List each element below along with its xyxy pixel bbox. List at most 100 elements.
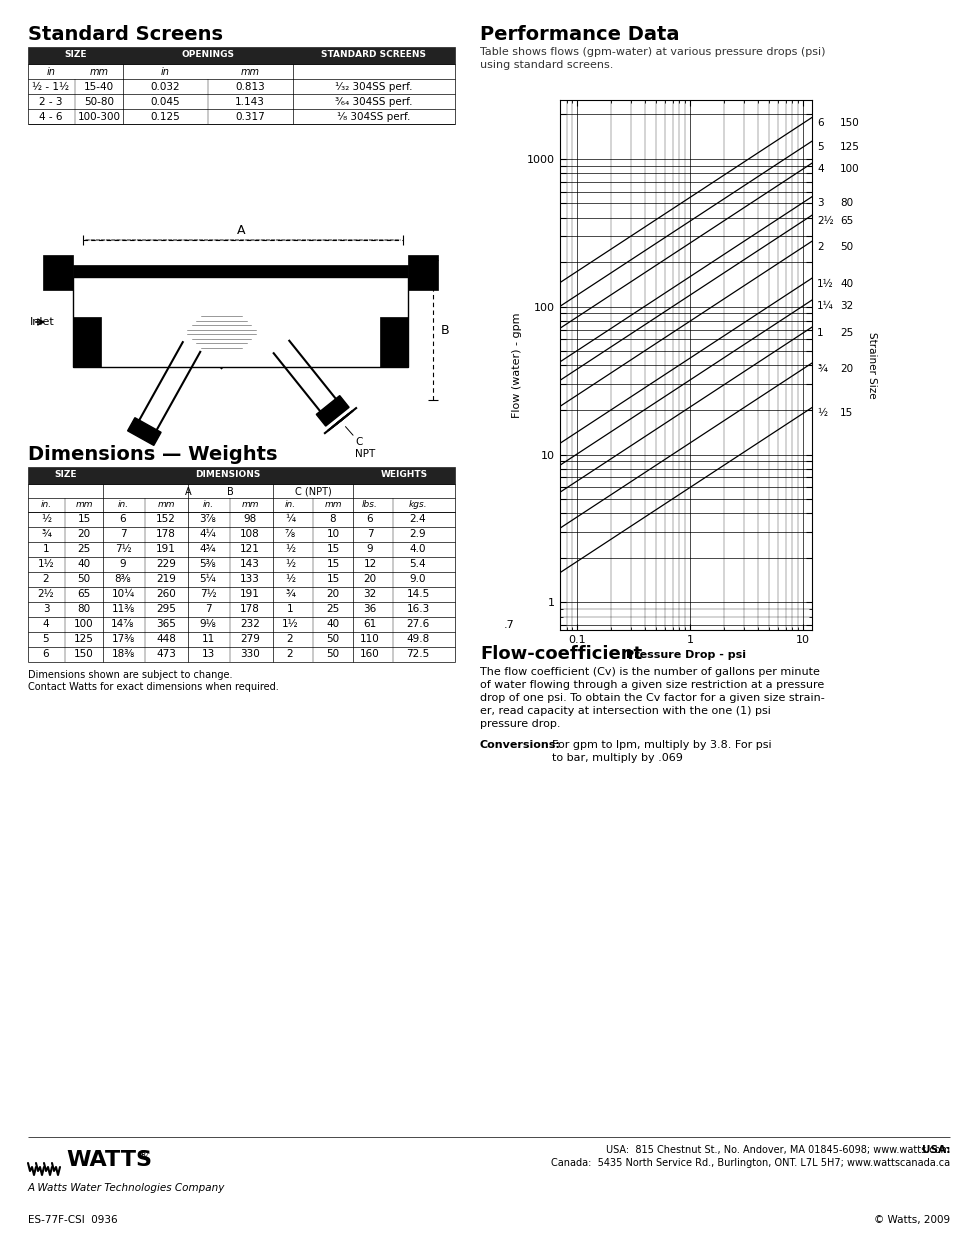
Text: 15: 15 <box>840 409 852 419</box>
Text: 50: 50 <box>77 574 91 584</box>
Text: USA:  815 Chestnut St., No. Andover, MA 01845-6098; www.watts.com: USA: 815 Chestnut St., No. Andover, MA 0… <box>605 1145 949 1155</box>
Text: ½: ½ <box>285 574 294 584</box>
Text: B: B <box>227 487 233 496</box>
Text: 61: 61 <box>363 619 376 629</box>
Text: 133: 133 <box>240 574 259 584</box>
Text: of water flowing through a given size restriction at a pressure: of water flowing through a given size re… <box>479 680 823 690</box>
Text: 191: 191 <box>156 543 175 555</box>
Text: SIZE: SIZE <box>64 49 87 59</box>
Text: 110: 110 <box>359 634 379 643</box>
Text: 15-40: 15-40 <box>84 82 114 91</box>
Text: 100: 100 <box>74 619 93 629</box>
Text: Canada:  5435 North Service Rd., Burlington, ONT. L7L 5H7; www.wattscanada.ca: Canada: 5435 North Service Rd., Burlingt… <box>550 1158 949 1168</box>
Text: 150: 150 <box>74 650 93 659</box>
Text: 2: 2 <box>816 242 822 252</box>
Text: 0.317: 0.317 <box>234 112 265 122</box>
Text: 1½: 1½ <box>816 279 833 289</box>
Text: 10¼: 10¼ <box>112 589 134 599</box>
Bar <box>379 317 408 367</box>
Text: 6: 6 <box>43 650 50 659</box>
Text: mm: mm <box>90 67 109 77</box>
Text: ½: ½ <box>41 514 51 524</box>
Text: ½: ½ <box>285 559 294 569</box>
Text: 15: 15 <box>77 514 91 524</box>
Text: 3: 3 <box>816 198 822 207</box>
Polygon shape <box>128 417 161 446</box>
Text: 9⅛: 9⅛ <box>199 619 216 629</box>
Text: 20: 20 <box>77 529 91 538</box>
Text: 7: 7 <box>119 529 126 538</box>
Text: 232: 232 <box>240 619 259 629</box>
Y-axis label: Flow (water) - gpm: Flow (water) - gpm <box>511 312 521 417</box>
Text: 11: 11 <box>201 634 214 643</box>
Text: er, read capacity at intersection with the one (1) psi: er, read capacity at intersection with t… <box>479 706 770 716</box>
Text: 6: 6 <box>119 514 126 524</box>
Text: 11⅜: 11⅜ <box>112 604 134 614</box>
Text: 25: 25 <box>326 604 339 614</box>
Text: 2.4: 2.4 <box>409 514 426 524</box>
Text: 5¼: 5¼ <box>199 574 216 584</box>
Text: 100: 100 <box>840 164 859 174</box>
Text: 8: 8 <box>330 514 336 524</box>
Polygon shape <box>316 395 349 426</box>
Text: 160: 160 <box>359 650 379 659</box>
Text: 1¼: 1¼ <box>816 301 833 311</box>
Text: mm: mm <box>75 500 92 509</box>
Text: 17⅜: 17⅜ <box>112 634 134 643</box>
Text: 125: 125 <box>840 142 859 152</box>
Text: 40: 40 <box>326 619 339 629</box>
Text: 15: 15 <box>326 574 339 584</box>
Text: 27.6: 27.6 <box>406 619 429 629</box>
Text: 4: 4 <box>816 164 822 174</box>
Text: 2 - 3: 2 - 3 <box>39 98 63 107</box>
Text: 5.4: 5.4 <box>409 559 426 569</box>
Text: 50-80: 50-80 <box>84 98 113 107</box>
Text: The flow coefficient (Cv) is the number of gallons per minute: The flow coefficient (Cv) is the number … <box>479 667 819 677</box>
Text: 6: 6 <box>366 514 373 524</box>
Text: USA:: USA: <box>921 1145 949 1155</box>
Text: 295: 295 <box>156 604 175 614</box>
Text: .7: .7 <box>503 620 514 630</box>
Text: 49.8: 49.8 <box>406 634 429 643</box>
Text: © Watts, 2009: © Watts, 2009 <box>873 1215 949 1225</box>
Text: ½ - 1½: ½ - 1½ <box>32 82 70 91</box>
Text: 0.045: 0.045 <box>150 98 179 107</box>
Text: in: in <box>160 67 170 77</box>
Text: ½: ½ <box>816 409 826 419</box>
Text: 65: 65 <box>77 589 91 599</box>
Text: For gpm to lpm, multiply by 3.8. For psi: For gpm to lpm, multiply by 3.8. For psi <box>552 740 771 750</box>
Text: ¾: ¾ <box>285 589 294 599</box>
Text: Table shows flows (gpm-water) at various pressure drops (psi): Table shows flows (gpm-water) at various… <box>479 47 824 57</box>
Text: 40: 40 <box>77 559 91 569</box>
Text: drop of one psi. To obtain the Cv factor for a given size strain-: drop of one psi. To obtain the Cv factor… <box>479 693 824 703</box>
Text: 219: 219 <box>156 574 175 584</box>
Text: 2.9: 2.9 <box>409 529 426 538</box>
Text: ½: ½ <box>285 543 294 555</box>
Text: 9: 9 <box>366 543 373 555</box>
Text: to bar, multiply by .069: to bar, multiply by .069 <box>552 753 682 763</box>
Text: 150: 150 <box>840 119 859 128</box>
Bar <box>408 254 437 290</box>
Text: Dimensions shown are subject to change.: Dimensions shown are subject to change. <box>28 671 233 680</box>
Text: 98: 98 <box>243 514 256 524</box>
Text: 152: 152 <box>156 514 175 524</box>
Text: 1: 1 <box>816 329 822 338</box>
Text: Standard Screens: Standard Screens <box>28 25 223 44</box>
Text: 50: 50 <box>326 634 339 643</box>
Text: ¹⁄₈ 304SS perf.: ¹⁄₈ 304SS perf. <box>337 112 410 122</box>
Text: A: A <box>237 224 246 237</box>
Text: 3⅞: 3⅞ <box>199 514 216 524</box>
Text: 5⅜: 5⅜ <box>199 559 216 569</box>
Text: 80: 80 <box>840 198 852 207</box>
Text: in: in <box>47 67 55 77</box>
Text: 7: 7 <box>366 529 373 538</box>
Text: kgs.: kgs. <box>408 500 427 509</box>
Text: 100-300: 100-300 <box>77 112 120 122</box>
Text: DIMENSIONS: DIMENSIONS <box>195 471 260 479</box>
Text: ¾: ¾ <box>41 529 51 538</box>
Text: 178: 178 <box>156 529 175 538</box>
Text: using standard screens.: using standard screens. <box>479 61 613 70</box>
Text: 18⅜: 18⅜ <box>112 650 134 659</box>
Text: OPENINGS: OPENINGS <box>181 49 234 59</box>
Text: 7½: 7½ <box>199 589 216 599</box>
